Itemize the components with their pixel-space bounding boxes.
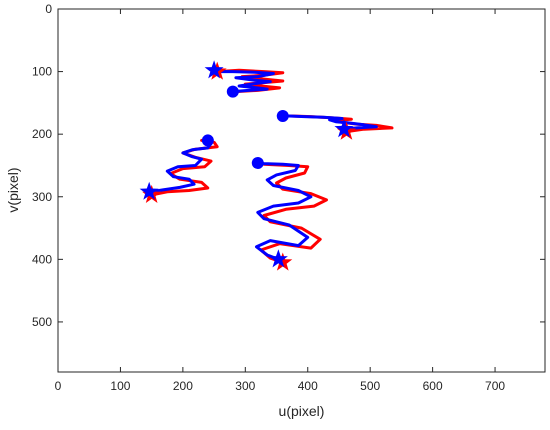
x-tick-label-600: 600 [423,379,443,393]
data-layer [139,60,394,271]
blue-star-marker-2 [268,249,288,268]
red-star-marker-2 [273,252,293,271]
blue-star-marker-1 [204,60,224,79]
blue-star-marker-3 [139,181,159,200]
x-tick-label-500: 500 [360,379,380,393]
x-tick-label-0: 0 [55,379,62,393]
y-tick-label-0: 0 [45,2,52,16]
y-tick-label-100: 100 [32,65,52,79]
x-tick-label-100: 100 [110,379,130,393]
y-tick-label-200: 200 [32,127,52,141]
x-tick-label-400: 400 [298,379,318,393]
tick-layer: 0 100 200 300 400 500 600 700 0 100 200 300 400 500 [32,2,545,393]
y-tick-label-300: 300 [32,190,52,204]
y-tick-label-500: 500 [32,315,52,329]
blue-circle-marker-4 [276,110,289,123]
blue-trajectory-3 [148,138,213,194]
blue-trajectory-1 [213,70,275,94]
blue-trajectory-4 [281,114,378,131]
x-tick-label-300: 300 [235,379,255,393]
x-tick-label-200: 200 [173,379,193,393]
x-tick-label-700: 700 [485,379,505,393]
blue-circle-marker-1 [226,85,239,98]
axes-box [57,8,546,373]
y-tick-label-400: 400 [32,252,52,266]
x-axis-label: u(pixel) [279,403,325,419]
blue-star-marker-4 [334,119,354,138]
blue-trajectory-2 [255,161,313,261]
blue-circle-marker-3 [201,134,214,147]
blue-circle-marker-2 [251,156,264,169]
y-axis-label: v(pixel) [5,167,21,212]
axes-layer [57,8,546,373]
